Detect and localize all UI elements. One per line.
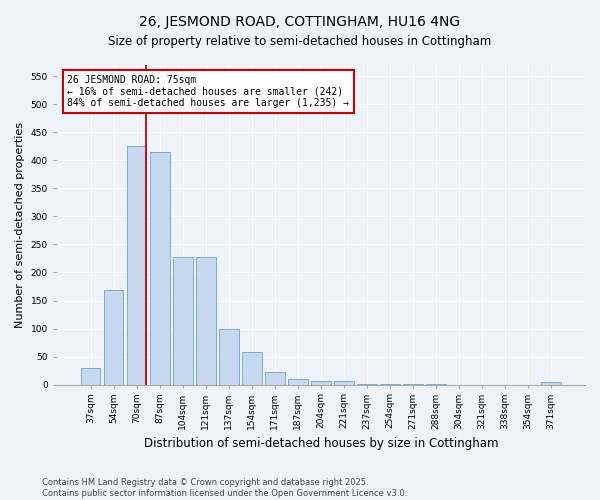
- Bar: [173, 257, 193, 384]
- Bar: [150, 152, 170, 384]
- Bar: [127, 146, 146, 384]
- Text: Contains HM Land Registry data © Crown copyright and database right 2025.
Contai: Contains HM Land Registry data © Crown c…: [42, 478, 407, 498]
- Bar: [288, 379, 308, 384]
- Text: Size of property relative to semi-detached houses in Cottingham: Size of property relative to semi-detach…: [109, 35, 491, 48]
- Bar: [265, 372, 284, 384]
- Bar: [196, 257, 215, 384]
- Text: 26 JESMOND ROAD: 75sqm
← 16% of semi-detached houses are smaller (242)
84% of se: 26 JESMOND ROAD: 75sqm ← 16% of semi-det…: [67, 74, 349, 108]
- Bar: [104, 290, 124, 384]
- Bar: [334, 382, 354, 384]
- X-axis label: Distribution of semi-detached houses by size in Cottingham: Distribution of semi-detached houses by …: [143, 437, 498, 450]
- Text: 26, JESMOND ROAD, COTTINGHAM, HU16 4NG: 26, JESMOND ROAD, COTTINGHAM, HU16 4NG: [139, 15, 461, 29]
- Bar: [311, 382, 331, 384]
- Bar: [81, 368, 100, 384]
- Y-axis label: Number of semi-detached properties: Number of semi-detached properties: [15, 122, 25, 328]
- Bar: [541, 382, 561, 384]
- Bar: [219, 328, 239, 384]
- Bar: [242, 352, 262, 384]
